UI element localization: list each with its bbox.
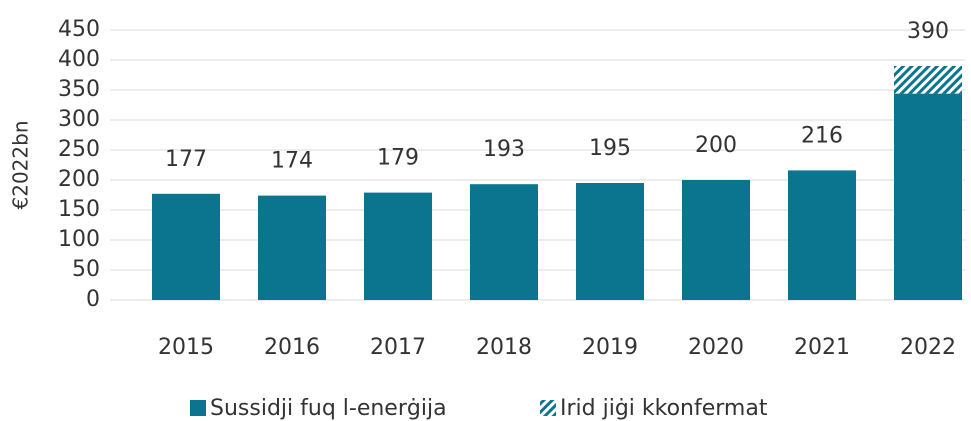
legend-swatch: [540, 400, 556, 416]
y-tick-label: 100: [58, 227, 100, 252]
x-tick-label: 2017: [370, 335, 426, 360]
x-tick-label: 2016: [264, 335, 320, 360]
y-tick-label: 0: [86, 287, 100, 312]
bar-segment: [682, 180, 750, 300]
bar-segment: [258, 195, 326, 300]
legend-swatch: [190, 400, 206, 416]
y-axis-label: €2022bn: [9, 121, 33, 210]
data-label: 177: [165, 147, 207, 172]
bar-segment: [152, 193, 220, 300]
legend-label: Sussidji fuq l-enerġija: [210, 396, 447, 421]
data-label: 193: [483, 137, 525, 162]
bar-segment: [364, 192, 432, 300]
x-tick-label: 2015: [158, 335, 214, 360]
y-tick-label: 150: [58, 197, 100, 222]
data-label: 200: [695, 133, 737, 158]
x-tick-label: 2018: [476, 335, 532, 360]
data-label: 174: [271, 149, 313, 174]
bar-segment: [576, 183, 644, 300]
x-tick-label: 2019: [582, 335, 638, 360]
data-label: 179: [377, 146, 419, 171]
legend-label: Irid jiġi kkonfermat: [560, 396, 768, 421]
bar-segment: [788, 170, 856, 300]
bar-segment: [470, 184, 538, 300]
y-tick-label: 350: [58, 77, 100, 102]
bar-segment: [894, 66, 962, 94]
y-tick-label: 50: [72, 257, 100, 282]
data-label: 390: [907, 19, 949, 44]
data-label: 216: [801, 123, 843, 148]
x-tick-label: 2021: [794, 335, 850, 360]
y-tick-label: 200: [58, 167, 100, 192]
y-tick-label: 250: [58, 137, 100, 162]
x-tick-label: 2020: [688, 335, 744, 360]
data-label: 195: [589, 136, 631, 161]
y-tick-label: 300: [58, 107, 100, 132]
bar-segment: [894, 93, 962, 300]
x-tick-label: 2022: [900, 335, 956, 360]
y-tick-label: 450: [58, 17, 100, 42]
y-tick-label: 400: [58, 47, 100, 72]
